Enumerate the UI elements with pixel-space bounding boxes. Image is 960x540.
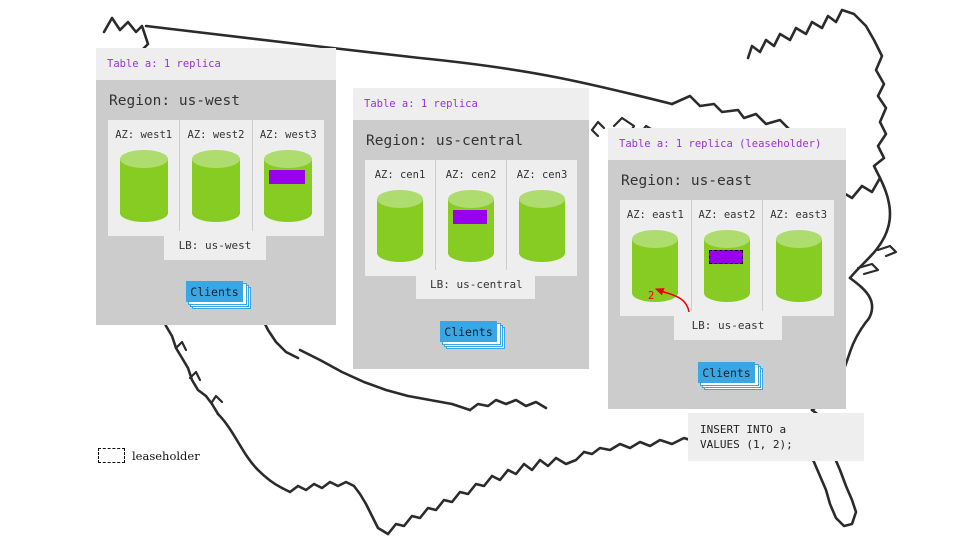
az-strip-us-east: AZ: east1 AZ: east2 AZ: east3 xyxy=(620,199,834,316)
cylinder-top xyxy=(775,229,822,248)
cylinder-body xyxy=(632,238,679,293)
az-cell-cen2[interactable]: AZ: cen2 xyxy=(435,159,506,276)
cylinder-top xyxy=(119,149,168,168)
cylinder-top xyxy=(448,189,494,208)
region-header-label-us-west: Table a: 1 replica xyxy=(96,48,336,80)
az-cell-west2[interactable]: AZ: west2 xyxy=(179,119,251,236)
replica-marker-leaseholder-east2 xyxy=(709,249,743,264)
cylinder-body xyxy=(448,198,494,253)
region-title-us-west: Region: us-west xyxy=(109,92,240,109)
cylinder-body xyxy=(119,158,168,213)
load-balancer-box-us-east[interactable]: LB: us-east xyxy=(674,311,782,340)
cylinder-top xyxy=(377,189,423,208)
dashed-rect-icon xyxy=(98,448,125,463)
az-label-west2: AZ: west2 xyxy=(187,128,245,141)
clients-button-label-us-east[interactable]: Clients xyxy=(698,362,755,383)
az-label-east2: AZ: east2 xyxy=(698,208,756,221)
node-cylinder-cen3[interactable] xyxy=(519,189,565,262)
node-cylinder-west3[interactable] xyxy=(264,149,313,222)
clients-button-us-west[interactable]: Clients xyxy=(186,281,251,309)
region-title-us-central: Region: us-central xyxy=(366,132,524,149)
az-label-cen1: AZ: cen1 xyxy=(374,168,426,181)
region-header-label-us-east: Table a: 1 replica (leaseholder) xyxy=(608,128,846,160)
region-card-us-central: Table a: 1 replica Region: us-central AZ… xyxy=(353,88,589,369)
cylinder-body xyxy=(704,238,750,293)
az-label-cen2: AZ: cen2 xyxy=(445,168,497,181)
az-cell-east2[interactable]: AZ: east2 xyxy=(690,199,763,316)
az-strip-us-west: AZ: west1 AZ: west2 AZ: west3 xyxy=(108,119,324,236)
region-title-us-east: Region: us-east xyxy=(621,172,752,189)
clients-button-us-central[interactable]: Clients xyxy=(440,321,505,349)
load-balancer-box-us-central[interactable]: LB: us-central xyxy=(416,270,535,299)
cylinder-body xyxy=(191,158,240,213)
node-cylinder-cen1[interactable] xyxy=(377,189,423,262)
load-balancer-box-us-west[interactable]: LB: us-west xyxy=(164,231,266,260)
az-cell-cen1[interactable]: AZ: cen1 xyxy=(365,160,435,276)
node-cylinder-east3[interactable] xyxy=(775,229,822,302)
cylinder-top xyxy=(704,229,750,248)
az-label-east3: AZ: east3 xyxy=(770,208,828,221)
node-cylinder-east2[interactable] xyxy=(704,229,750,302)
legend-label: leaseholder xyxy=(132,448,200,463)
clients-button-label-us-central[interactable]: Clients xyxy=(440,321,497,342)
cylinder-top xyxy=(519,189,565,208)
az-label-west3: AZ: west3 xyxy=(259,128,317,141)
cylinder-top xyxy=(191,149,240,168)
legend: leaseholder xyxy=(98,448,200,463)
az-cell-cen3[interactable]: AZ: cen3 xyxy=(506,159,577,276)
sql-statement-note: INSERT INTO a VALUES (1, 2); xyxy=(688,413,864,461)
az-cell-east1[interactable]: AZ: east1 xyxy=(620,200,691,316)
cylinder-body xyxy=(775,238,822,293)
az-cell-west1[interactable]: AZ: west1 xyxy=(108,120,179,236)
clients-button-us-east[interactable]: Clients xyxy=(698,362,763,390)
node-cylinder-west2[interactable] xyxy=(191,149,240,222)
az-strip-us-central: AZ: cen1 AZ: cen2 AZ: cen3 xyxy=(365,159,577,276)
region-card-us-east: Table a: 1 replica (leaseholder) Region:… xyxy=(608,128,846,409)
cylinder-body xyxy=(377,198,423,253)
replica-marker-cen2 xyxy=(453,209,487,224)
cylinder-body xyxy=(519,198,565,253)
cylinder-top xyxy=(632,229,679,248)
cylinder-body xyxy=(264,158,313,213)
arrow-step-label: 2 xyxy=(648,290,655,302)
replica-marker-west3 xyxy=(269,169,306,184)
az-label-west1: AZ: west1 xyxy=(115,128,173,141)
region-card-us-west: Table a: 1 replica Region: us-west AZ: w… xyxy=(96,48,336,325)
region-header-label-us-central: Table a: 1 replica xyxy=(353,88,589,120)
az-cell-west3[interactable]: AZ: west3 xyxy=(251,119,324,236)
node-cylinder-west1[interactable] xyxy=(119,149,168,222)
clients-button-label-us-west[interactable]: Clients xyxy=(186,281,243,302)
az-label-east1: AZ: east1 xyxy=(626,208,684,221)
node-cylinder-east1[interactable] xyxy=(632,229,679,302)
az-cell-east3[interactable]: AZ: east3 xyxy=(762,199,834,316)
az-label-cen3: AZ: cen3 xyxy=(516,168,568,181)
cylinder-top xyxy=(264,149,313,168)
node-cylinder-cen2[interactable] xyxy=(448,189,494,262)
